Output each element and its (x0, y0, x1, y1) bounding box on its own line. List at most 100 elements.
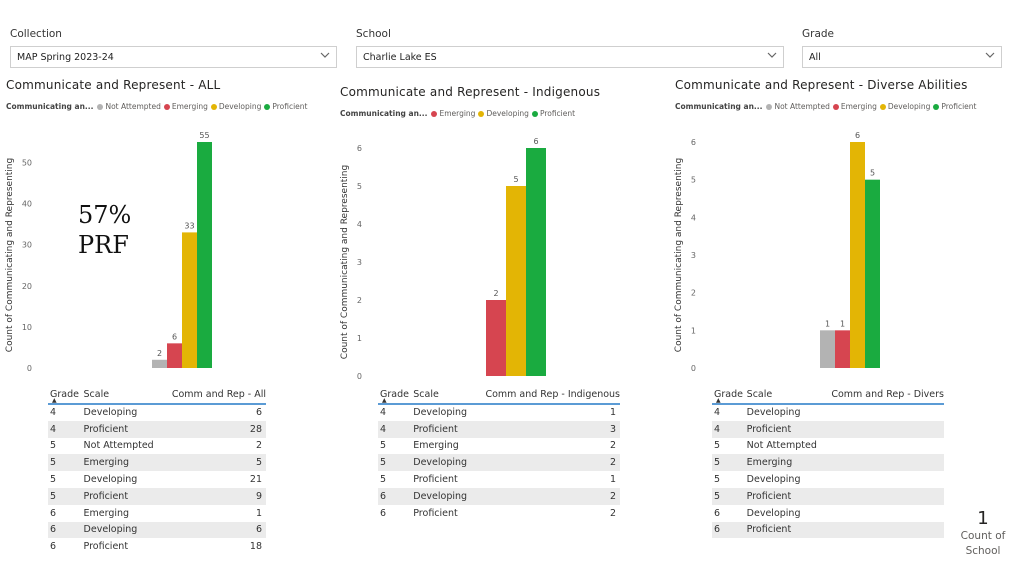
bar-developing[interactable] (506, 186, 526, 376)
bar-proficient[interactable] (197, 142, 212, 368)
sort-ascending-icon: ▲ (382, 397, 387, 404)
legend-label: Developing (218, 102, 262, 111)
table-row: 5 Emerging (712, 454, 944, 472)
legend-dot-icon (163, 103, 170, 110)
table-cell: 4 (50, 407, 57, 419)
legend-item[interactable]: Not Attempted (97, 102, 161, 111)
table-row: 4 Proficient 3 (378, 420, 620, 438)
school-label: School (356, 28, 391, 40)
column-header[interactable]: Grade ▲ (712, 386, 745, 405)
grade-dropdown[interactable]: All (802, 46, 1002, 68)
table-cell: Developing (746, 407, 801, 419)
bar-developing[interactable] (182, 232, 197, 368)
overlay-annotation: 57% PRF (78, 200, 131, 260)
y-tick-label: 4 (691, 213, 696, 222)
y-tick-label: 5 (691, 176, 696, 185)
table-cell: 5 (50, 474, 57, 486)
y-tick-label: 3 (691, 251, 696, 260)
table-row: 6 Developing (712, 505, 944, 522)
table-cell: 6 (255, 407, 262, 419)
table-cell: 5 (380, 474, 387, 486)
y-axis-title: Count of Communicating and Representing (674, 158, 684, 352)
chart-all: Count of Communicating and Representing 0… (5, 131, 212, 373)
column-header[interactable]: Grade ▲ (48, 386, 82, 405)
bar-emerging[interactable] (486, 300, 506, 376)
y-tick-label: 6 (357, 144, 362, 153)
legend-label: Proficient (941, 102, 977, 111)
legend-dot-icon (531, 110, 538, 117)
y-tick-label: 50 (22, 159, 32, 168)
table-cell: 4 (380, 407, 387, 419)
school-dropdown[interactable]: Charlie Lake ES (356, 46, 784, 68)
table-cell: 2 (609, 507, 616, 519)
legend-label: Developing (486, 109, 529, 118)
data-label: 1 (825, 319, 830, 328)
bar-proficient[interactable] (865, 179, 880, 368)
legend-item[interactable]: Emerging (431, 109, 475, 118)
table-row: 4 Developing 6 (48, 404, 266, 421)
table-row: 6 Developing 6 (48, 521, 266, 539)
table-row: 4 Developing 1 (378, 404, 620, 421)
legend-label: Emerging (439, 109, 476, 118)
column-header[interactable]: Comm and Rep - Divers (822, 386, 944, 405)
legend-item[interactable]: Proficient (531, 109, 575, 118)
legend-dot-icon (832, 103, 839, 110)
table-row: 4 Proficient 28 (48, 420, 266, 438)
table-cell: 4 (714, 407, 721, 419)
bar-emerging[interactable] (167, 343, 182, 368)
table-cell: 5 (48, 454, 82, 472)
table-row: 5 Proficient (712, 487, 944, 505)
chevron-down-icon (320, 50, 330, 60)
column-header[interactable]: Comm and Rep - Indigenous (473, 386, 620, 405)
table-cell: Proficient (744, 521, 823, 539)
table-row: 5 Not Attempted (712, 438, 944, 455)
table-row: 5 Not Attempted 2 (48, 438, 266, 455)
legend-item[interactable]: Proficient (264, 102, 307, 111)
column-header[interactable]: Scale (411, 386, 474, 405)
y-tick-label: 0 (27, 364, 32, 373)
y-tick-label: 1 (357, 334, 362, 343)
data-label: 1 (840, 319, 845, 328)
bar-developing[interactable] (850, 142, 865, 368)
table-cell (823, 438, 944, 455)
bar-not-attempted[interactable] (820, 330, 835, 368)
y-tick-label: 1 (691, 326, 696, 335)
y-tick-label: 6 (691, 138, 696, 147)
legend-item[interactable]: Developing (478, 109, 529, 118)
table-cell: 5 (712, 487, 745, 505)
table-cell: 6 (50, 507, 57, 519)
y-tick-label: 0 (357, 372, 362, 381)
legend-label: Emerging (171, 102, 208, 111)
table-cell: Developing (413, 407, 468, 419)
table-cell: 4 (378, 420, 412, 438)
chart-indigenous: Count of Communicating and Representing 0… (340, 137, 546, 381)
legend-item[interactable]: Developing (210, 102, 262, 111)
legend-item[interactable]: Emerging (832, 102, 877, 111)
table-cell: Proficient (744, 487, 823, 505)
table-cell (822, 420, 944, 438)
bar-proficient[interactable] (526, 148, 546, 376)
table-cell: 5 (714, 440, 721, 452)
column-header[interactable]: Scale (744, 386, 823, 405)
table-diverse: Grade ▲ Scale Comm and Rep - Divers 4 Develop… (712, 386, 944, 539)
column-header[interactable]: Comm and Rep - All (161, 386, 266, 405)
card-label-line1: Count of (960, 530, 1006, 542)
bar-not-attempted[interactable] (152, 359, 167, 368)
legend-item[interactable]: Proficient (933, 102, 976, 111)
legend-item[interactable]: Developing (879, 102, 930, 111)
table-cell: 1 (255, 507, 262, 519)
legend-item[interactable]: Emerging (163, 102, 208, 111)
column-header[interactable]: Grade ▲ (378, 386, 412, 405)
table-cell: 5 (378, 454, 412, 472)
card-label-line2: School (965, 545, 1001, 557)
y-tick-label: 5 (357, 182, 362, 191)
legend-title: Communicating an... (340, 109, 428, 118)
column-header[interactable]: Scale (81, 386, 162, 405)
collection-dropdown[interactable]: MAP Spring 2023-24 (10, 46, 337, 68)
table-cell: 6 (714, 507, 721, 519)
table-cell: 6 (50, 541, 57, 553)
table-cell: 28 (161, 420, 266, 438)
legend-item[interactable]: Not Attempted (766, 102, 830, 111)
bar-emerging[interactable] (835, 330, 850, 368)
sort-ascending-icon: ▲ (52, 397, 57, 404)
